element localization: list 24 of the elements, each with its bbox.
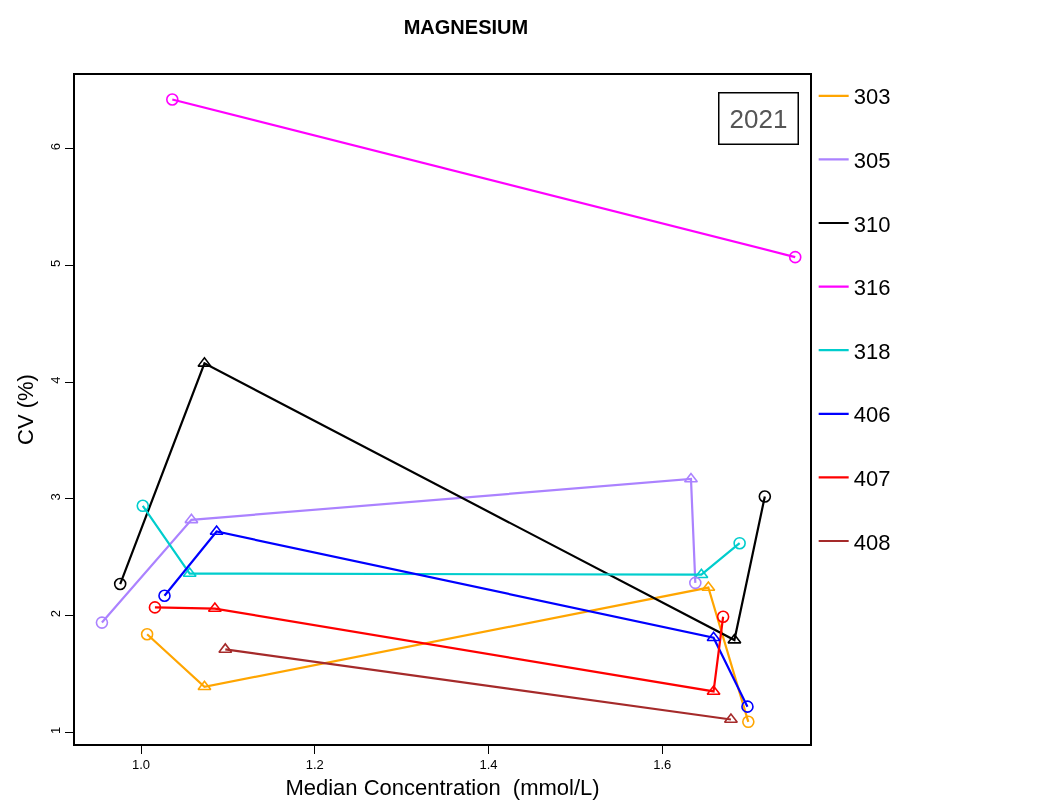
chart-title: MAGNESIUM: [403, 16, 529, 39]
legend-label: 316: [853, 275, 891, 301]
x-tick-label: 1.0: [131, 757, 151, 773]
y-tick-label: 3: [48, 493, 64, 501]
point: [788, 250, 802, 264]
y-tick-label: 5: [48, 259, 64, 267]
legend-label: 310: [853, 211, 891, 237]
annotation: 2021: [729, 103, 788, 134]
legend-label: 318: [853, 338, 891, 364]
legend-label: 303: [853, 84, 891, 110]
legend-label: 407: [853, 465, 891, 491]
x-tick-label: 1.2: [305, 757, 324, 773]
legend-label: 305: [853, 147, 891, 173]
y-tick-label: 6: [48, 142, 64, 151]
y-axis-title: CV (%): [13, 374, 39, 445]
x-tick-label: 1.6: [653, 757, 672, 773]
x-axis-title: Median Concentration (mmol/L): [285, 774, 600, 800]
y-tick-label: 4: [48, 376, 64, 384]
legend-label: 408: [853, 529, 891, 555]
legend-label: 406: [853, 402, 891, 428]
point: [166, 93, 179, 106]
y-tick-label: 1: [48, 726, 64, 734]
y-tick-label: 2: [48, 610, 64, 618]
x-tick-label: 1.4: [479, 757, 498, 773]
